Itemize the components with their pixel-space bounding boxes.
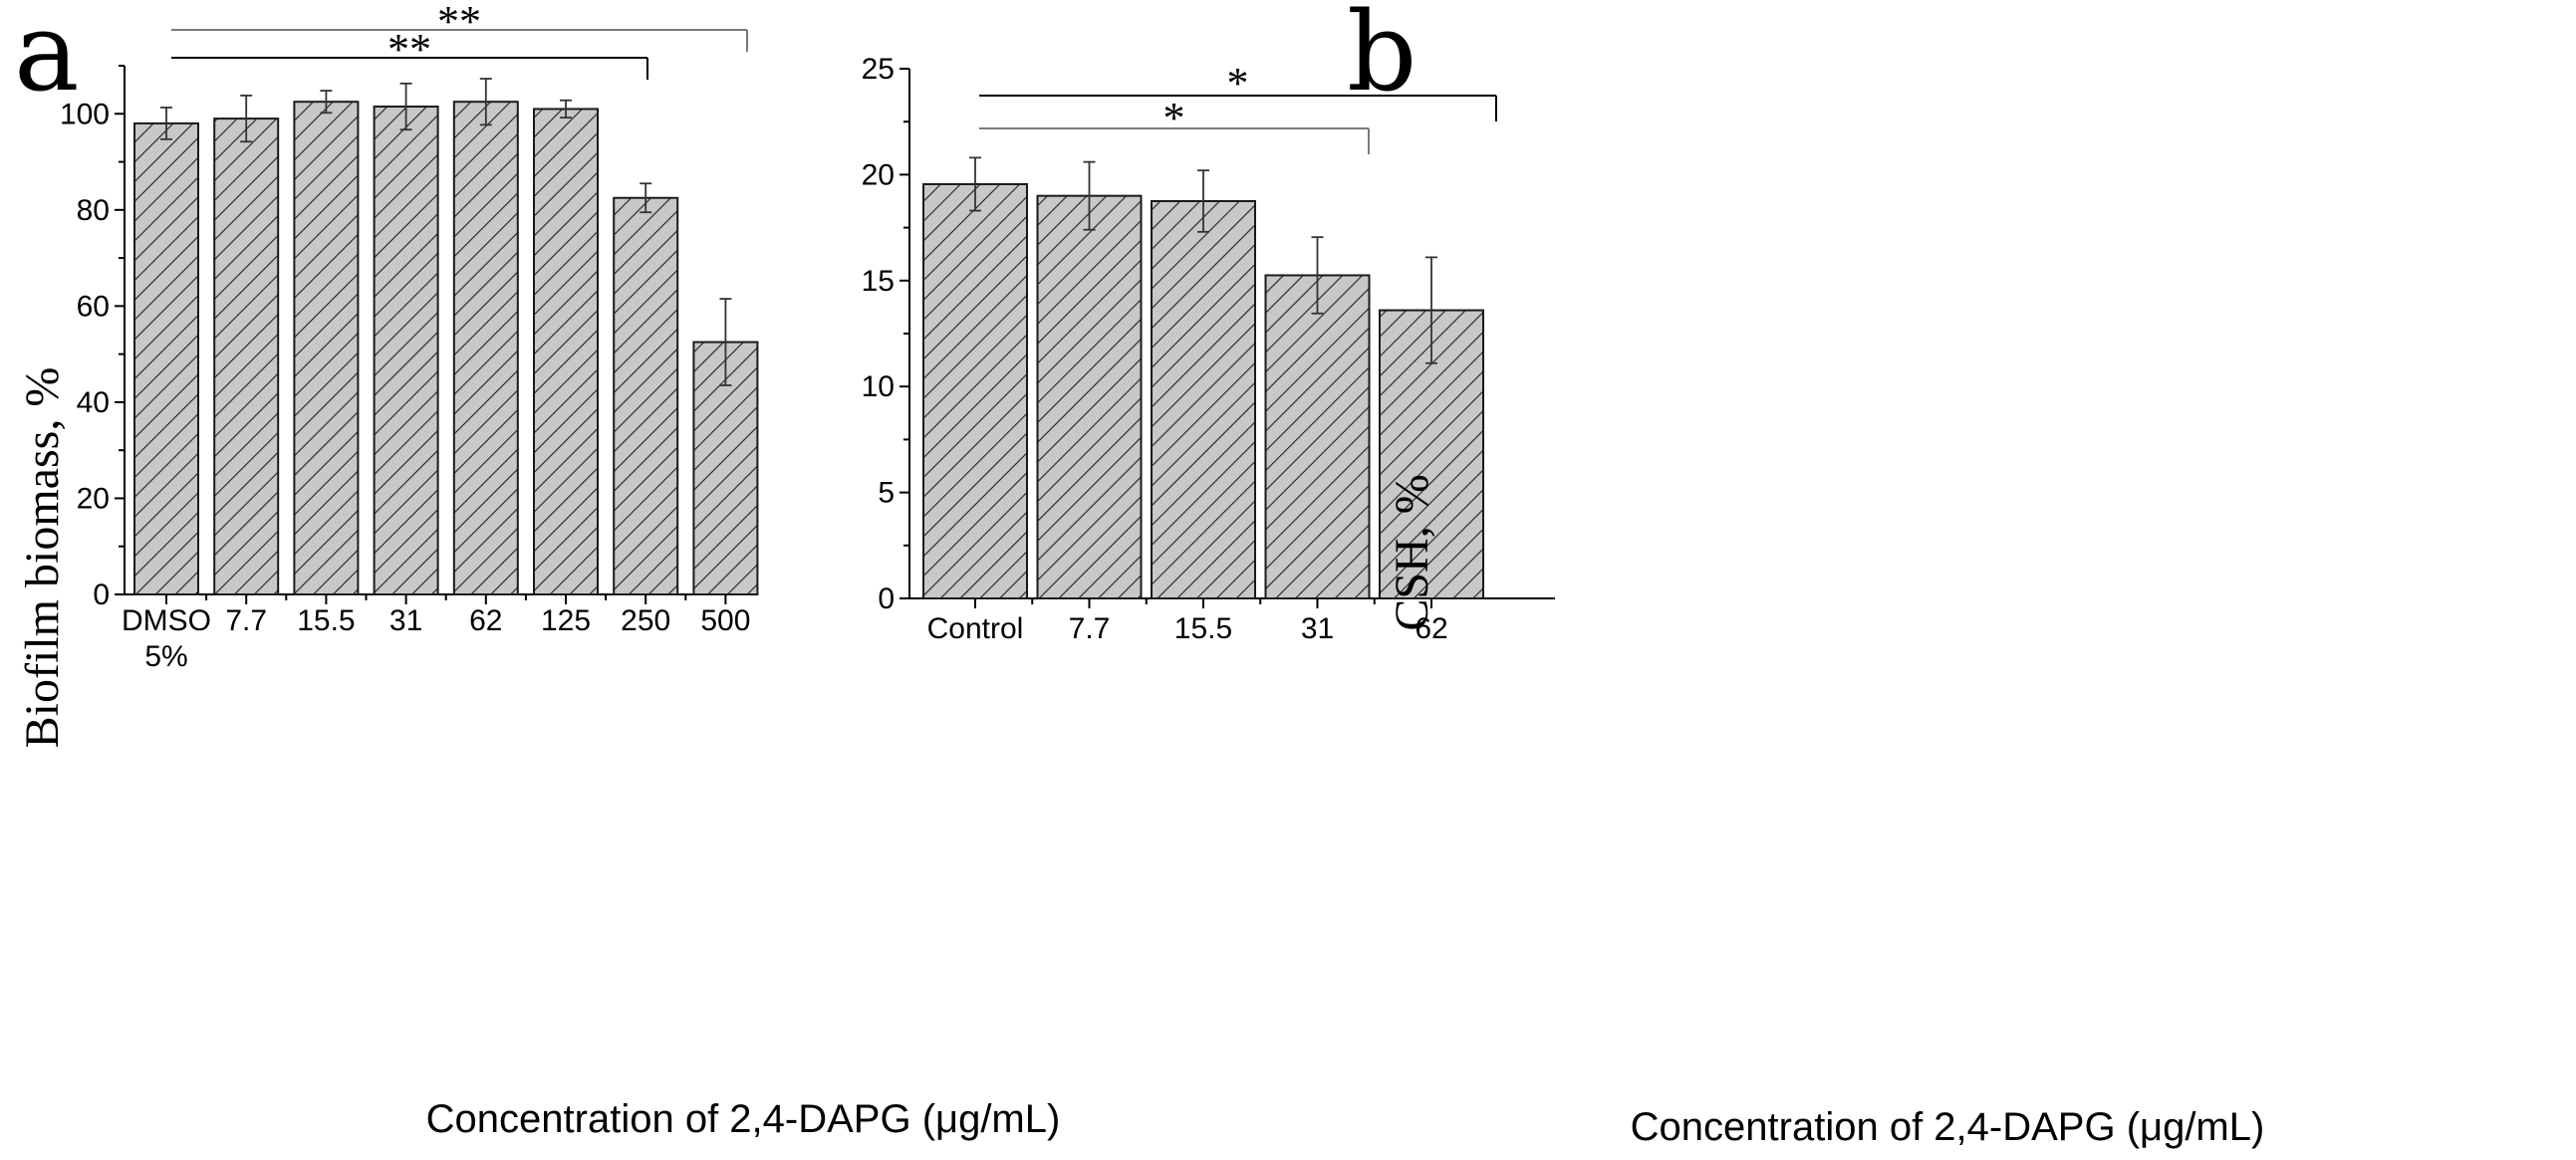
error-bar [1311, 236, 1324, 315]
x-tick-label: 31 [389, 604, 422, 637]
significance-bracket: ** [171, 25, 648, 80]
bar-125 [533, 108, 599, 595]
x-tick-label: 500 [700, 604, 750, 637]
bar-250 [613, 196, 679, 595]
error-bar [1083, 160, 1096, 231]
bar-62 [452, 101, 519, 595]
bar-dmso-5- [133, 121, 199, 595]
y-tick-label: 20 [862, 158, 895, 191]
error-bar [640, 182, 652, 214]
panel-a-letter: a [14, 0, 80, 116]
panel-b-significance-brackets: ** [979, 59, 1497, 154]
bar-15-5 [1151, 200, 1256, 599]
significance-label: ** [437, 0, 481, 46]
error-bar [399, 82, 412, 131]
error-bar [1425, 256, 1437, 364]
x-tick-label: DMSO [122, 604, 211, 637]
x-tick-label: 31 [1301, 612, 1334, 645]
panel-b-letter: b [1347, 0, 1417, 116]
significance-label: * [1163, 94, 1185, 142]
error-bar [320, 90, 333, 115]
panel-a-error-bars [160, 78, 732, 386]
x-tick-label: 125 [541, 604, 591, 637]
panel-a-significance-brackets: **** [171, 0, 748, 80]
significance-label: ** [387, 25, 431, 74]
y-tick-label: 40 [77, 386, 110, 419]
bar-7-7 [1036, 194, 1143, 599]
y-tick-label: 20 [77, 482, 110, 515]
x-tick-label: 7.7 [225, 604, 267, 637]
x-tick-label: Control [927, 612, 1024, 645]
significance-bracket: ** [171, 0, 748, 52]
error-bar [560, 99, 572, 119]
error-bar [969, 156, 981, 212]
y-tick-label: 10 [862, 370, 895, 403]
x-tick-label: 62 [469, 604, 502, 637]
y-tick-label: 0 [878, 582, 895, 615]
y-tick-label: 25 [862, 53, 895, 86]
bar-31 [1264, 274, 1371, 599]
significance-bracket: * [979, 94, 1370, 154]
panel-b-ticks: 0 5 10 15 20 25 Control 7.7 15.5 31 62 [862, 53, 1448, 645]
error-bar [719, 298, 732, 386]
error-bar [240, 95, 253, 143]
bar-31 [373, 106, 439, 595]
significance-label: * [1227, 59, 1249, 108]
y-tick-label: 0 [93, 579, 110, 611]
y-tick-label: 100 [60, 98, 110, 130]
y-tick-label: 15 [862, 265, 895, 298]
y-tick-label: 5 [878, 477, 895, 510]
error-bar [479, 78, 492, 126]
bar-control [922, 182, 1028, 599]
panel-a-y-axis-label: Biofilm biomass, % [16, 367, 69, 749]
x-tick-label: 15.5 [1174, 612, 1232, 645]
x-tick-label: 7.7 [1069, 612, 1111, 645]
panel-b-y-axis-label: CSH, % [1386, 474, 1438, 630]
y-tick-label: 80 [77, 194, 110, 227]
panel-b-x-axis-label: Concentration of 2,4-DAPG (μg/mL) [1631, 1105, 2265, 1149]
panel-a-bars [133, 101, 759, 595]
y-tick-label: 60 [77, 290, 110, 323]
panel-a-x-axis-label: Concentration of 2,4-DAPG (μg/mL) [426, 1097, 1061, 1141]
error-bar [1197, 169, 1209, 233]
significance-bracket: * [979, 59, 1497, 121]
panel-b-error-bars [969, 156, 1437, 364]
x-tick-label: 250 [621, 604, 670, 637]
bar-7-7 [213, 117, 280, 595]
x-tick-label: 62 [1415, 612, 1447, 645]
x-tick-label: 5% [144, 640, 187, 673]
error-bar [160, 107, 172, 140]
x-tick-label: 15.5 [297, 604, 355, 637]
bar-15-5 [293, 101, 360, 595]
